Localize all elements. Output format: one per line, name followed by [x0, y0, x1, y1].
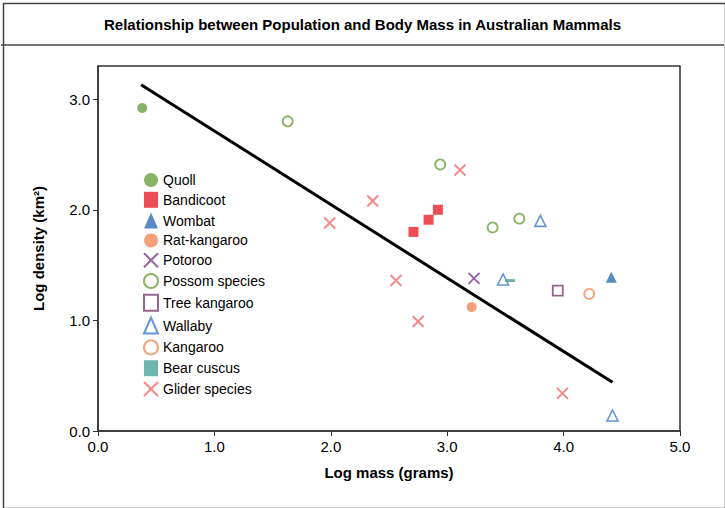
svg-text:Relationship between Populatio: Relationship between Population and Body… [104, 16, 621, 33]
svg-text:3.0: 3.0 [69, 91, 90, 108]
svg-text:Log mass (grams): Log mass (grams) [324, 464, 453, 481]
svg-text:Possom species: Possom species [163, 273, 265, 289]
svg-text:3.0: 3.0 [437, 438, 458, 455]
svg-text:Kangaroo: Kangaroo [163, 339, 224, 355]
svg-text:Wombat: Wombat [163, 213, 215, 229]
svg-text:5.0: 5.0 [670, 438, 691, 455]
svg-text:Glider species: Glider species [163, 381, 252, 397]
svg-text:Quoll: Quoll [163, 172, 196, 188]
svg-text:Tree kangaroo: Tree kangaroo [163, 295, 254, 311]
svg-text:Wallaby: Wallaby [163, 318, 212, 334]
svg-text:1.0: 1.0 [204, 438, 225, 455]
svg-text:Log density (km²): Log density (km²) [30, 186, 47, 311]
svg-text:2.0: 2.0 [69, 201, 90, 218]
svg-text:2.0: 2.0 [320, 438, 341, 455]
svg-text:Bear cuscus: Bear cuscus [163, 360, 240, 376]
svg-text:0.0: 0.0 [88, 438, 109, 455]
svg-text:Rat-kangaroo: Rat-kangaroo [163, 232, 248, 248]
svg-text:0.0: 0.0 [69, 423, 90, 440]
svg-text:4.0: 4.0 [553, 438, 574, 455]
svg-text:Potoroo: Potoroo [163, 252, 212, 268]
svg-text:Bandicoot: Bandicoot [163, 192, 225, 208]
svg-text:1.0: 1.0 [69, 312, 90, 329]
